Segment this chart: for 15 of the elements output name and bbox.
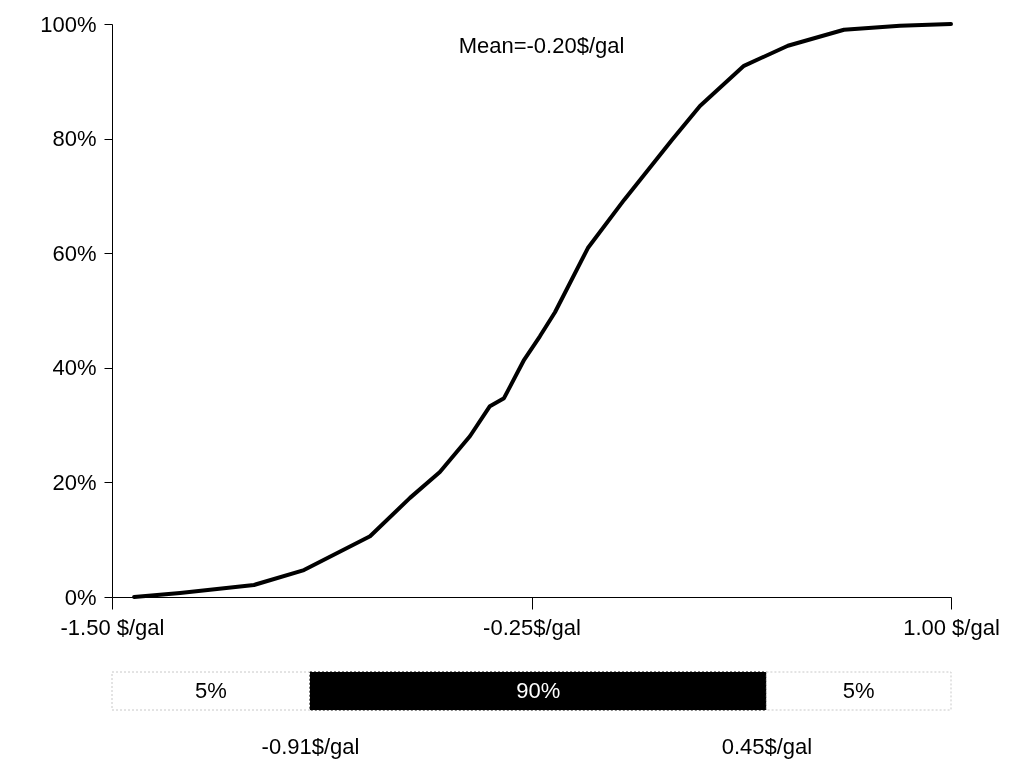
y-tick-label: 80% xyxy=(52,126,97,152)
annotation: 5% xyxy=(195,678,227,703)
x-tick-label: -0.25$/gal xyxy=(483,614,581,640)
y-tick-label: 40% xyxy=(52,355,97,381)
y-tick-label: 20% xyxy=(52,469,97,495)
y-tick-label: 100% xyxy=(40,11,97,37)
x-tick-label: -0.91$/gal xyxy=(261,733,360,759)
y-tick-label: 0% xyxy=(64,584,97,610)
y-tick-label: 60% xyxy=(52,240,97,266)
annotation: Mean=-0.20$/gal xyxy=(458,33,625,58)
annotation: 90% xyxy=(516,678,561,703)
x-tick-label: 1.00 $/gal xyxy=(903,614,1000,640)
annotation: 5% xyxy=(842,678,875,703)
x-tick-label: -1.50 $/gal xyxy=(60,614,165,640)
x-tick-label: 0.45$/gal xyxy=(721,733,813,759)
